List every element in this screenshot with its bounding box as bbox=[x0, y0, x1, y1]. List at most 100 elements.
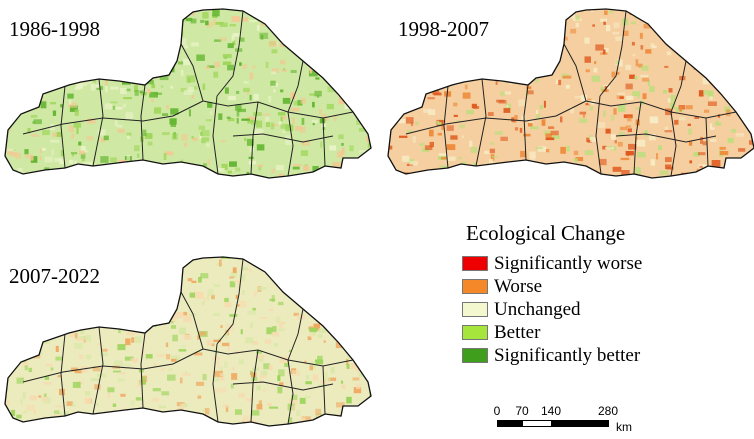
raster-patch bbox=[144, 287, 147, 294]
raster-patch bbox=[281, 69, 287, 73]
raster-patch bbox=[471, 69, 478, 72]
raster-patch bbox=[235, 167, 241, 172]
raster-patch bbox=[329, 287, 333, 292]
raster-patch bbox=[604, 10, 608, 15]
raster-patch bbox=[586, 137, 590, 142]
raster-patch bbox=[248, 160, 257, 165]
raster-patch bbox=[18, 425, 28, 426]
raster-patch bbox=[156, 14, 161, 18]
raster-patch bbox=[200, 131, 203, 136]
raster-patch bbox=[74, 343, 83, 349]
raster-patch bbox=[163, 153, 167, 160]
raster-patch bbox=[113, 360, 123, 368]
raster-patch bbox=[439, 165, 448, 168]
raster-patch bbox=[13, 317, 21, 324]
raster-patch bbox=[230, 383, 234, 389]
raster-patch bbox=[674, 19, 683, 25]
raster-patch bbox=[666, 51, 672, 56]
raster-patch bbox=[734, 100, 739, 105]
raster-patch bbox=[459, 124, 466, 129]
raster-patch bbox=[201, 130, 210, 137]
raster-patch bbox=[178, 61, 184, 65]
raster-patch bbox=[575, 15, 580, 21]
raster-patch bbox=[94, 384, 101, 390]
district-boundary bbox=[202, 100, 354, 119]
raster-patch bbox=[523, 133, 531, 137]
raster-patch bbox=[161, 391, 170, 396]
raster-patch bbox=[114, 290, 123, 294]
raster-patch bbox=[217, 361, 220, 369]
legend-label: Unchanged bbox=[494, 299, 581, 320]
raster-patch bbox=[324, 371, 328, 378]
district-boundary bbox=[250, 101, 259, 175]
raster-patch bbox=[364, 65, 371, 68]
raster-patch bbox=[126, 154, 131, 162]
raster-patch bbox=[574, 96, 583, 99]
raster-patch bbox=[145, 354, 153, 359]
district-boundary bbox=[232, 133, 334, 143]
raster-patch bbox=[8, 58, 12, 62]
raster-patch bbox=[341, 384, 346, 389]
legend-item-significantly-better: Significantly better bbox=[462, 344, 742, 367]
raster-patch bbox=[175, 27, 181, 31]
raster-patch bbox=[16, 414, 22, 419]
raster-patch bbox=[188, 109, 191, 117]
raster-patch bbox=[185, 370, 188, 374]
raster-patch bbox=[691, 58, 694, 62]
district-boundary bbox=[322, 117, 326, 167]
raster-patch bbox=[229, 314, 238, 317]
raster-patch bbox=[266, 402, 272, 406]
raster-patch bbox=[260, 370, 268, 376]
raster-patch bbox=[319, 118, 326, 124]
raster-patch bbox=[300, 126, 306, 133]
raster-patch bbox=[46, 327, 53, 331]
district-boundary bbox=[60, 333, 66, 417]
raster-patch bbox=[543, 100, 546, 108]
raster-patch bbox=[406, 130, 413, 133]
raster-patch bbox=[244, 137, 247, 142]
raster-patch bbox=[516, 66, 521, 69]
raster-patch bbox=[273, 343, 278, 347]
raster-patch bbox=[243, 87, 250, 92]
district-boundary bbox=[563, 43, 587, 102]
raster-patch bbox=[684, 44, 693, 47]
raster-patch bbox=[118, 62, 121, 69]
raster-patch bbox=[617, 92, 625, 96]
raster-patch bbox=[52, 110, 57, 116]
raster-patch bbox=[575, 22, 580, 28]
raster-patch bbox=[447, 156, 456, 161]
raster-patch bbox=[180, 403, 184, 410]
raster-patch bbox=[137, 63, 140, 71]
raster-patch bbox=[673, 9, 682, 14]
raster-patch bbox=[266, 327, 273, 335]
raster-patch bbox=[107, 387, 115, 393]
scale-segment bbox=[522, 420, 552, 427]
district-boundary bbox=[475, 78, 487, 167]
raster-patch bbox=[367, 320, 371, 326]
raster-patch bbox=[96, 294, 105, 301]
raster-patch bbox=[498, 170, 507, 173]
raster-patch bbox=[15, 152, 22, 159]
raster-patch bbox=[424, 81, 429, 86]
raster-patch bbox=[100, 278, 106, 282]
raster-patch bbox=[739, 86, 744, 93]
raster-patch bbox=[364, 330, 370, 335]
raster-patch bbox=[737, 161, 741, 164]
raster-patch bbox=[461, 161, 467, 166]
raster-patch bbox=[156, 260, 164, 265]
raster-patch bbox=[448, 176, 454, 178]
raster-patch bbox=[71, 51, 74, 54]
raster-patch bbox=[705, 25, 709, 29]
raster-patch bbox=[351, 54, 360, 59]
raster-patch bbox=[111, 55, 119, 61]
raster-patch bbox=[167, 374, 176, 381]
raster-patch bbox=[30, 81, 37, 85]
raster-patch bbox=[205, 20, 209, 26]
raster-patch bbox=[146, 80, 154, 85]
raster-patch bbox=[190, 425, 198, 426]
raster-patch bbox=[490, 142, 494, 145]
raster-patch bbox=[276, 165, 284, 171]
raster-patch bbox=[81, 366, 88, 373]
raster-patch bbox=[27, 335, 32, 339]
raster-patch bbox=[334, 23, 339, 27]
